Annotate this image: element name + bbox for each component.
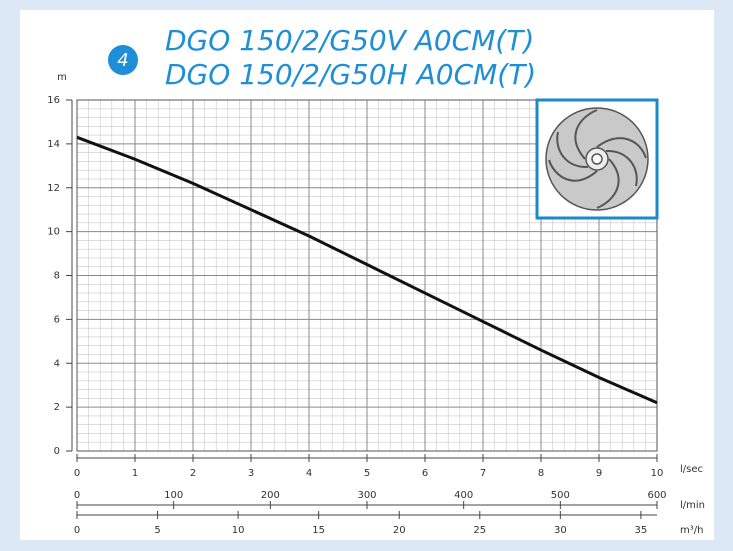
x-tick-label: 8 (538, 468, 544, 479)
x2-tick-label: 100 (164, 490, 183, 501)
plot-frame (76, 99, 658, 452)
y-tick-label: 14 (47, 139, 60, 150)
x3-tick-label: 30 (554, 525, 567, 536)
x2-tick-label: 200 (261, 490, 280, 501)
y-axis-label: m (57, 72, 67, 83)
y-tick-label: 12 (47, 183, 60, 194)
impeller-vanes (548, 109, 647, 209)
x2-tick-label: 400 (454, 490, 473, 501)
x-tick-label: 1 (132, 468, 138, 479)
x3-tick-label: 25 (473, 525, 486, 536)
y-tick-label: 0 (54, 446, 60, 457)
x3-tick-label: 10 (232, 525, 245, 536)
x2-tick-label: 0 (74, 490, 80, 501)
x2-axis-label: l/min (680, 500, 705, 511)
chart-title: DGO 150/2/G50V A0CM(T) (165, 24, 534, 57)
x2-tick-label: 500 (551, 490, 570, 501)
chart-subtitle: DGO 150/2/G50H A0CM(T) (165, 58, 536, 91)
x-tick-label: 4 (306, 468, 312, 479)
y-tick-label: 16 (47, 95, 60, 106)
x-tick-label: 7 (480, 468, 486, 479)
y-tick-label: 6 (54, 314, 60, 325)
y-tick-label: 2 (54, 402, 60, 413)
x2-tick-label: 300 (357, 490, 376, 501)
x-tick-label: 10 (651, 468, 664, 479)
badge-circle (108, 45, 138, 75)
curve (76, 135, 658, 405)
x-tick-label: 9 (596, 468, 602, 479)
impeller-bore (591, 153, 603, 165)
x-tick-label: 3 (248, 468, 254, 479)
y-tick-label: 4 (54, 358, 60, 369)
x3-tick-label: 0 (74, 525, 80, 536)
x-axis-label: l/sec (680, 464, 703, 475)
x-tick-label: 6 (422, 468, 428, 479)
x-tick-label: 0 (74, 468, 80, 479)
x3-tick-label: 15 (312, 525, 325, 536)
x-tick-label: 5 (364, 468, 370, 479)
y-tick-label: 10 (47, 227, 60, 238)
x2-tick-label: 600 (647, 490, 666, 501)
x3-axis-label: m³/h (680, 525, 703, 536)
y-tick-label: 8 (54, 271, 60, 282)
impeller-image (535, 98, 659, 220)
x-tick-label: 2 (190, 468, 196, 479)
x3-tick-label: 35 (635, 525, 648, 536)
x3-tick-label: 5 (154, 525, 160, 536)
x3-tick-label: 20 (393, 525, 406, 536)
badge-label: 4 (117, 50, 128, 71)
